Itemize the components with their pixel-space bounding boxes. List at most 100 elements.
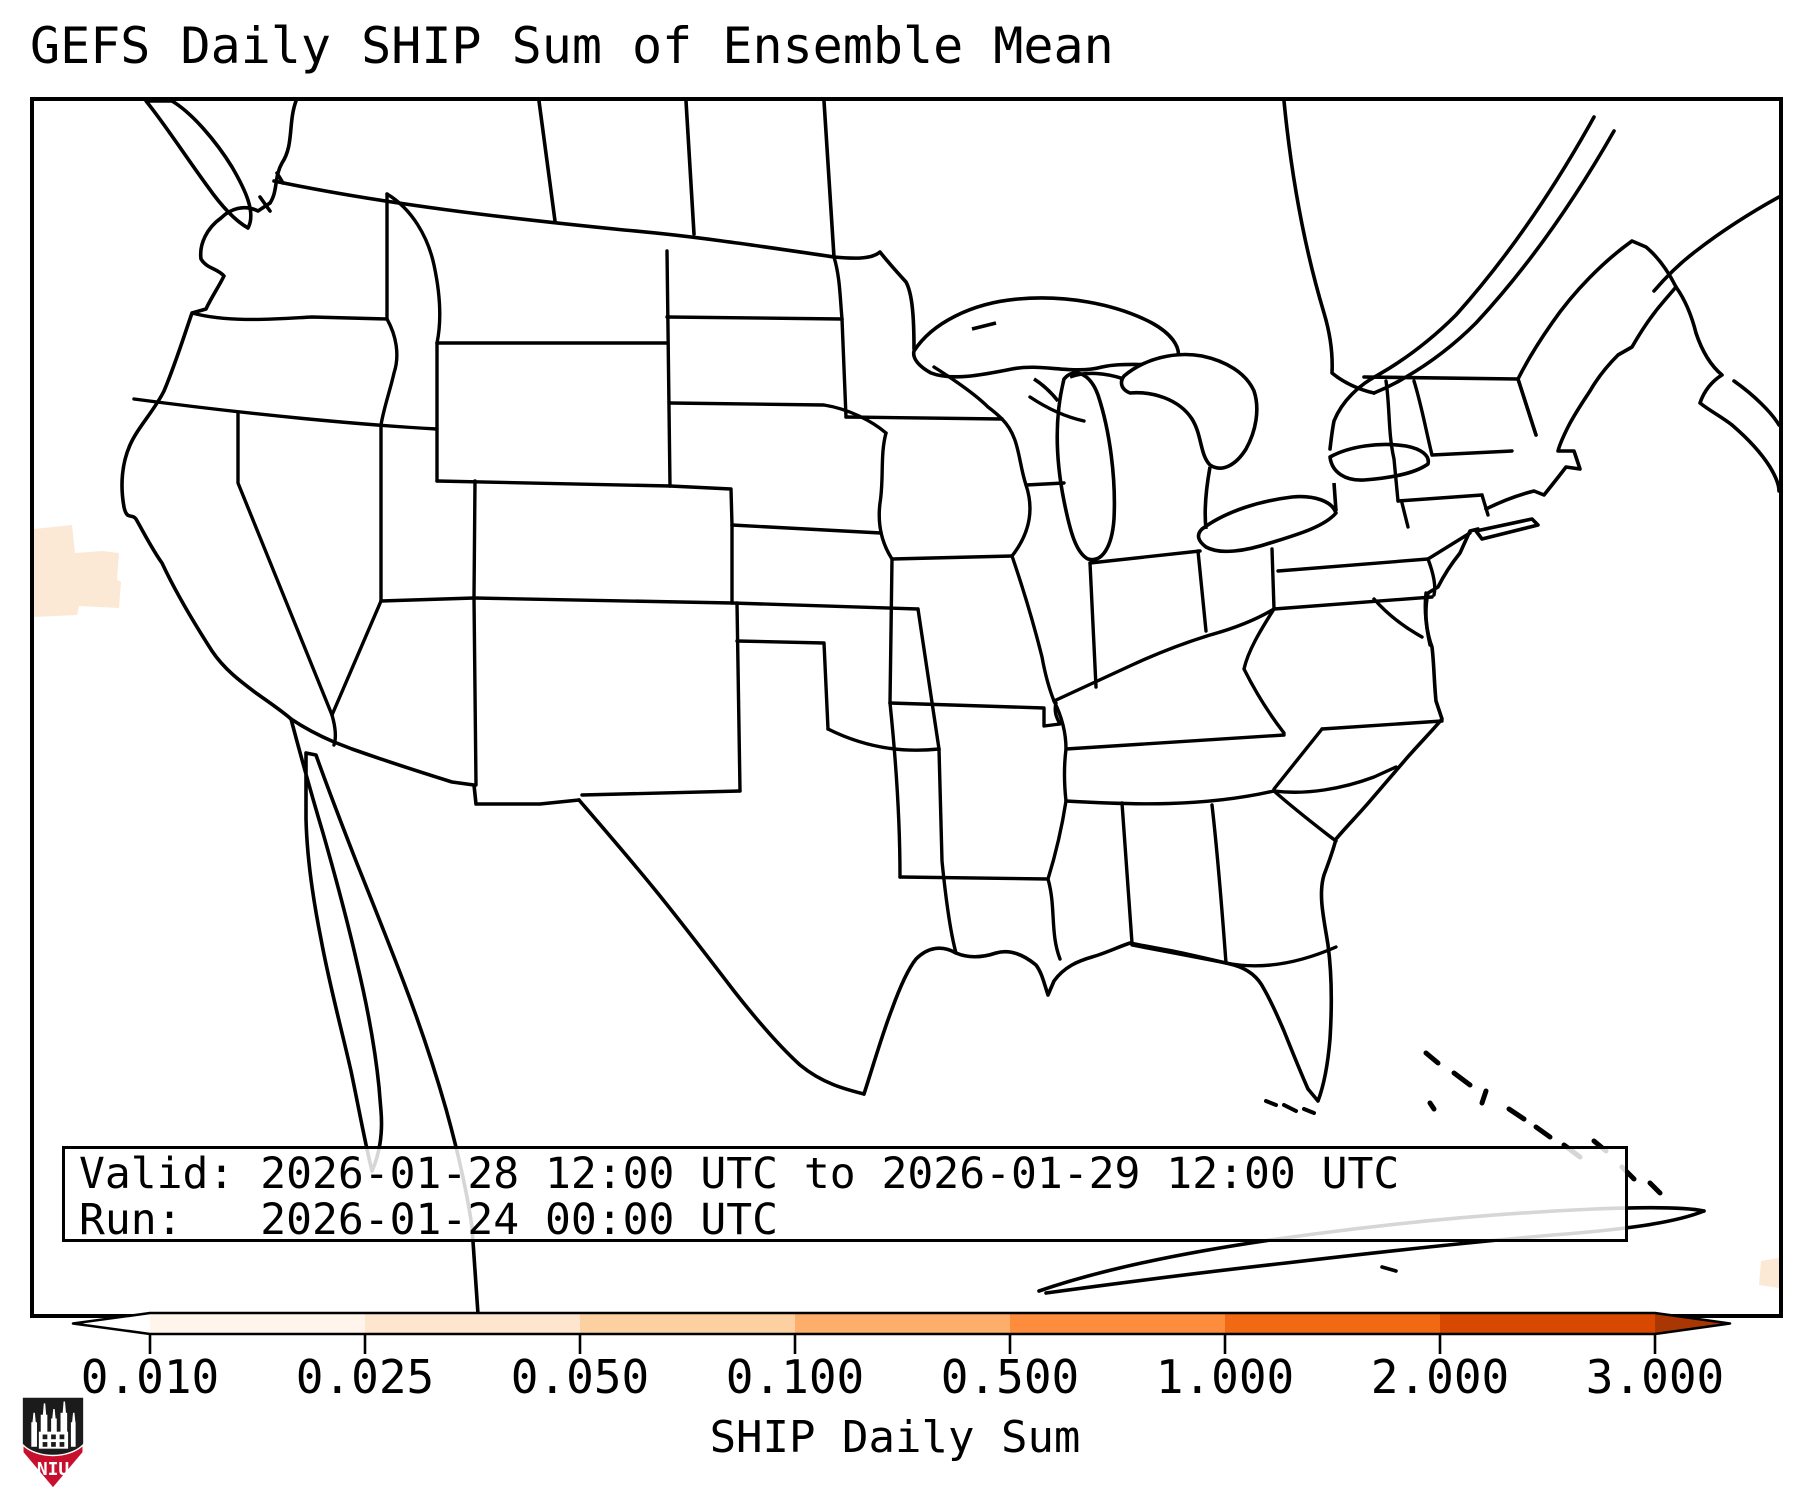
colorbar-tick-label: 1.000 [1155, 1350, 1295, 1404]
lake-michigan [1055, 371, 1117, 562]
border-co-south-ks [472, 596, 920, 611]
border-mo-south [888, 701, 1062, 728]
border-pa-south [1272, 595, 1434, 611]
border-fl-north [1130, 943, 1338, 968]
ontario-quebec-border [1282, 101, 1376, 395]
long-island [1474, 517, 1540, 541]
border-ny-nj [1426, 531, 1472, 561]
border-ma-south [1396, 493, 1484, 503]
border-red-river [826, 727, 941, 752]
border-tn-north [1064, 733, 1286, 751]
colorbar-segment [580, 1313, 795, 1334]
us-canada-45n-border [1362, 375, 1520, 381]
colorbar-segment [1225, 1313, 1440, 1334]
colorbar-tick-label: 0.010 [80, 1350, 220, 1404]
border-ms-al [1120, 801, 1134, 945]
border-42n [132, 397, 439, 431]
colorbar-tick-label: 0.500 [940, 1350, 1080, 1404]
border-ar-la [898, 875, 1050, 881]
border-mo-west [888, 557, 894, 705]
colorbar-under-arrow [73, 1313, 150, 1334]
border-nm-tx [580, 789, 742, 797]
gaspe-coast [1652, 195, 1779, 293]
border-in-oh [1196, 549, 1208, 633]
colorbar-segment [1010, 1313, 1225, 1334]
us-canada-border-mn [832, 250, 916, 351]
coastlines [120, 101, 1779, 1314]
st-lawrence-south-bank [1328, 115, 1596, 451]
rio-grande-border [577, 798, 866, 1096]
colorbar-segment [150, 1313, 365, 1334]
newengland-maine-coast [1484, 285, 1678, 511]
ship-contour-shading [34, 525, 1779, 1288]
bc-coast [268, 101, 298, 205]
niu-red-band [22, 1443, 84, 1490]
border-ny-vt [1384, 379, 1400, 503]
border-ohio-river [1052, 607, 1276, 703]
castle-windows [42, 1434, 65, 1447]
vancouver-island [144, 101, 253, 230]
border-ok-panhandle [735, 639, 830, 731]
us-map [34, 101, 1779, 1314]
border-wv-va [1242, 607, 1286, 735]
border-nc-sc [1272, 765, 1398, 794]
border-mn-wi [932, 365, 1004, 421]
border-tx-east [937, 747, 958, 955]
border-35n [1064, 789, 1276, 806]
border-mississippi-river [1046, 699, 1068, 961]
border-il-in [1088, 561, 1098, 689]
border-sc-ga [1272, 789, 1338, 843]
lake-connectors [1033, 371, 1338, 530]
niu-logo-text: NIU [37, 1459, 69, 1480]
colorbar-svg [71, 1311, 1732, 1354]
great-lakes [911, 296, 1431, 562]
pacific-coast [120, 201, 293, 721]
colorbar-tick-label: 2.000 [1370, 1350, 1510, 1404]
border-ne-co [668, 484, 734, 527]
border-ar-west [888, 701, 902, 879]
page-title: GEFS Daily SHIP Sum of Ensemble Mean [30, 17, 1114, 75]
colorbar-axis-label: SHIP Daily Sum [709, 1412, 1081, 1463]
forecast-info-box: Valid: 2026-01-28 12:00 UTC to 2026-01-2… [62, 1146, 1628, 1243]
border-40n [730, 523, 883, 535]
gulf-atlantic-coast [862, 527, 1480, 1103]
border-ia-west [877, 431, 894, 561]
border-nd-sd [665, 315, 844, 321]
border-mt-east [665, 249, 672, 488]
border-mn-ia [844, 415, 1004, 421]
new-brunswick-coast [1674, 285, 1734, 427]
colorbar-segment [1440, 1313, 1655, 1334]
colorbar-tick-label: 0.100 [725, 1350, 865, 1404]
border-or-id [379, 317, 399, 427]
colorbar-tick-label: 0.025 [295, 1350, 435, 1404]
lake-ontario [1328, 442, 1431, 482]
border-mn-sd [840, 317, 848, 419]
border-ia-mo [890, 554, 1014, 561]
valid-time-text: Valid: 2026-01-28 12:00 UTC to 2026-01-2… [79, 1149, 1400, 1199]
us-canada-border [272, 179, 836, 259]
border-sd-ne [668, 401, 888, 435]
border-mi-south [1088, 549, 1202, 565]
border-wi-il [1024, 481, 1066, 487]
border-il-west [1010, 554, 1056, 703]
border-pa-ny [1276, 557, 1430, 573]
florida-keys [1264, 1099, 1316, 1115]
border-wa-or [190, 311, 389, 322]
colorbar [40, 1300, 1750, 1362]
border-nv-az [330, 599, 383, 717]
border-nd-mn [832, 255, 844, 321]
border-id-mt [385, 192, 442, 345]
ship-contour-blob-west [34, 525, 121, 617]
border-potomac [1372, 597, 1424, 639]
st-lawrence-north-bank [1372, 129, 1616, 395]
lake-huron [1119, 352, 1259, 470]
colorbar-tick-labels: 0.010 0.025 0.050 0.100 0.500 1.000 2.000 3.000 [40, 1350, 1750, 1404]
border-nm-east [735, 601, 742, 793]
border-vt-nh [1412, 379, 1434, 457]
border-ia-east [1000, 417, 1032, 558]
border-va-nc [1320, 719, 1444, 731]
border-ut-az [379, 596, 476, 603]
border-tn-nc [1272, 727, 1324, 791]
border-nj-pa [1426, 557, 1437, 597]
border-ca-az-river [330, 713, 338, 747]
